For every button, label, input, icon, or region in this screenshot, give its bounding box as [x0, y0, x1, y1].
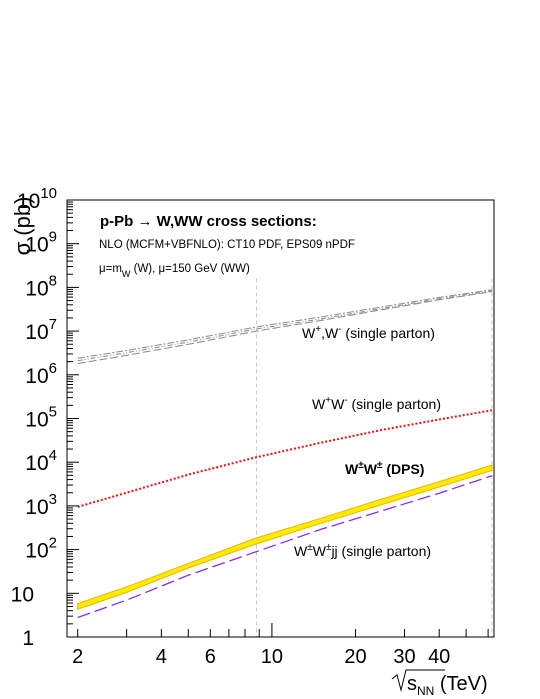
series-wpwm-single-parton: [77, 409, 493, 508]
data-curves: [77, 289, 493, 619]
y-tick-label: 103: [25, 491, 57, 519]
y-tick-label: 1: [22, 627, 34, 650]
chart-note-scale: μ=mW (W), μ=150 GeV (WW): [99, 263, 250, 279]
label-wwjj-single-parton: W±W±jj (single parton): [294, 542, 431, 559]
x-tick-label: 10: [261, 646, 283, 668]
label-w-single-parton: W+,W- (single parton): [302, 324, 435, 341]
y-tick-label: 102: [25, 535, 57, 563]
label-ww-dps: W±W± (DPS): [345, 460, 424, 477]
x-tick-label: 2: [72, 646, 83, 668]
chart-title: p-Pb → W,WW cross sections:: [100, 213, 317, 230]
y-tick-label: 107: [25, 316, 57, 344]
y-tick-label: 10: [11, 583, 34, 606]
x-axis-label: sNN (TeV): [391, 669, 488, 698]
x-tick-label: 20: [344, 646, 366, 668]
series-wwjj-single-parton: [77, 475, 493, 619]
x-tick-label: 40: [428, 646, 450, 668]
series-w-single-parton-upper: [77, 289, 493, 359]
y-tick-label: 109: [25, 229, 57, 257]
chart-note-pdf: NLO (MCFM+VBFNLO): CT10 PDF, EPS09 nPDF: [99, 239, 355, 251]
series-w-single-parton-middle: [77, 290, 493, 362]
x-tick-label: 30: [393, 646, 415, 668]
y-tick-label: 1010: [17, 185, 57, 213]
x-tick-label: 4: [156, 646, 167, 668]
series-ww-dps-band: [77, 464, 493, 611]
y-tick-label: 104: [25, 447, 57, 475]
sqrt-symbol-icon: [391, 669, 445, 692]
y-tick-label: 105: [25, 404, 57, 432]
y-axis-label: σ (pb): [10, 197, 35, 256]
curve-labels: W+,W- (single parton) W+W- (single parton…: [294, 324, 441, 559]
y-tick-label: 108: [25, 272, 57, 300]
label-wpwm-single-parton: W+W- (single parton): [312, 395, 441, 412]
reference-lines: [255, 278, 493, 637]
svg-text:sNN (TeV): sNN (TeV): [407, 673, 488, 698]
y-tick-label: 106: [25, 360, 57, 388]
series-w-single-parton-lower: [77, 291, 493, 365]
x-tick-label: 6: [205, 646, 216, 668]
